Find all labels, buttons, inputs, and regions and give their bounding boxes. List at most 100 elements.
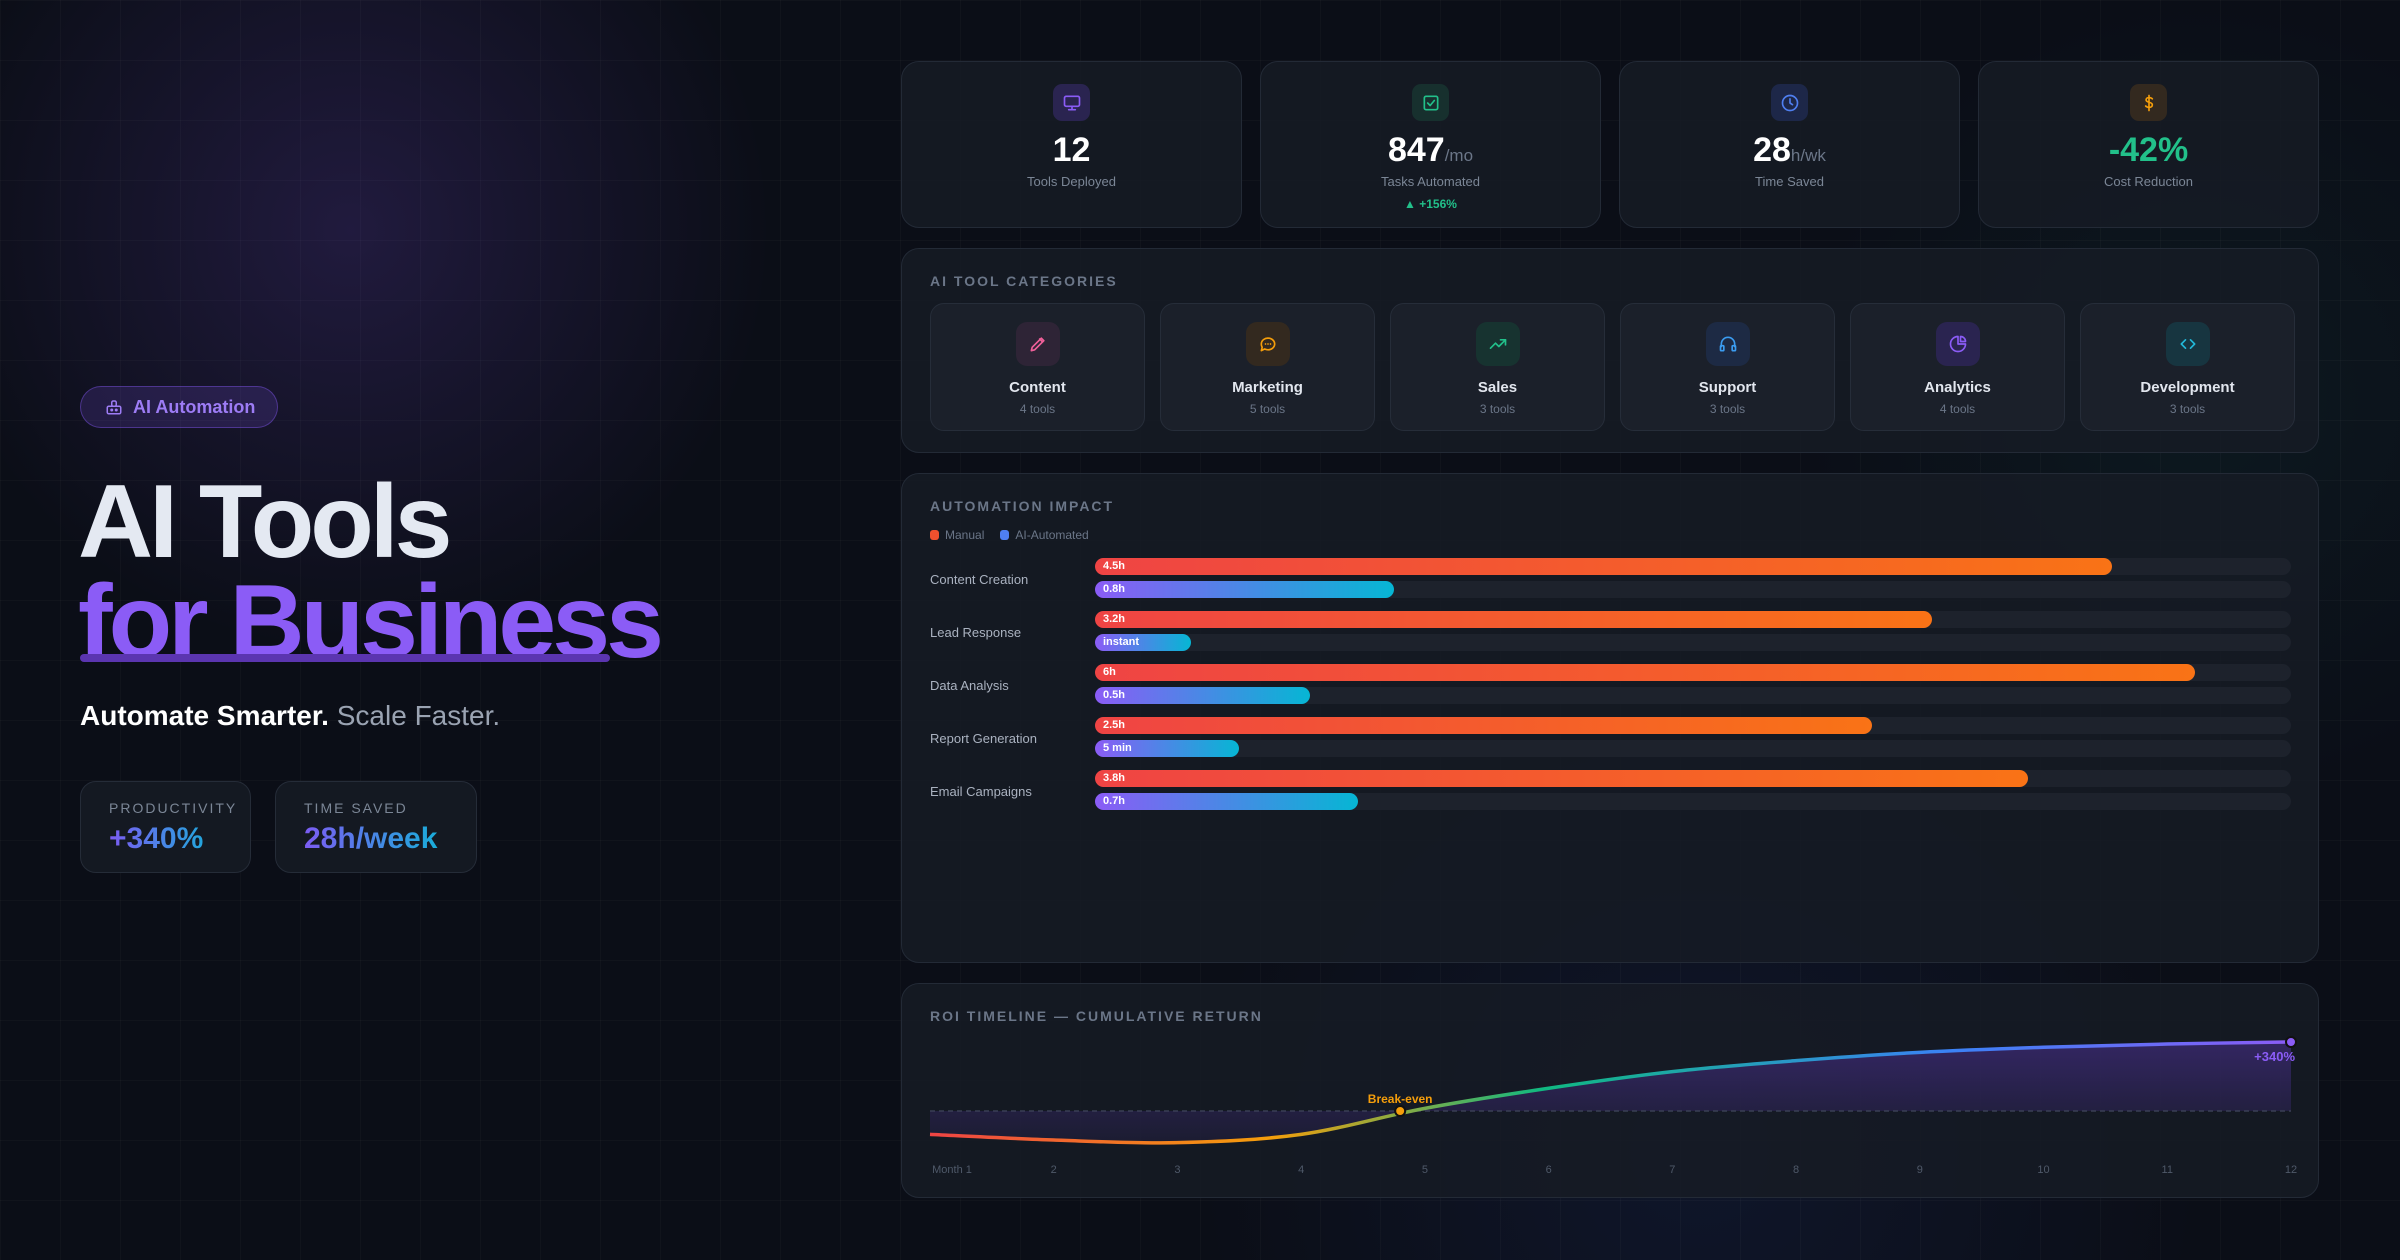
stat-value: 28h/week xyxy=(304,822,448,856)
category-card-content[interactable]: Content 4 tools xyxy=(930,303,1145,431)
time-saved-stat: TIME SAVED 28h/week xyxy=(275,781,477,873)
kpi-icon-box xyxy=(1412,84,1449,121)
x-tick-label: 11 xyxy=(2161,1164,2173,1176)
category-icon-box xyxy=(2165,322,2210,366)
ai-bar: 0.7h xyxy=(1095,793,1359,810)
chart-title: ROI TIMELINE — CUMULATIVE RETURN xyxy=(930,1008,1263,1024)
x-tick-label: 3 xyxy=(1174,1164,1181,1176)
kpi-value: 28h/wk xyxy=(1753,131,1826,169)
manual-bar: 4.5h xyxy=(1095,558,2112,575)
trend-up-icon xyxy=(1489,339,1506,349)
x-tick-label: 12 xyxy=(2284,1164,2298,1176)
kpi-value: -42% xyxy=(2108,131,2189,169)
category-card-sales[interactable]: Sales 3 tools xyxy=(1390,303,1605,431)
kpi-card: 12 Tools Deployed xyxy=(901,61,1242,228)
automation-impact-panel: AUTOMATION IMPACT Manual AI-Automated Co… xyxy=(901,473,2319,963)
hero-title-line1: AI Tools xyxy=(78,464,452,580)
manual-track: 3.2h xyxy=(1095,611,2291,628)
roi-chart: Break-even +340% xyxy=(929,1036,2297,1145)
category-count: 4 tools xyxy=(1939,402,1976,416)
roi-line xyxy=(929,1040,2292,1145)
row-label: Content Creation xyxy=(930,572,1029,587)
category-card-marketing[interactable]: Marketing 5 tools xyxy=(1160,303,1375,431)
section-title: AUTOMATION IMPACT xyxy=(930,498,1115,514)
ai-bar: 0.8h xyxy=(1095,581,1394,598)
category-count: 3 tools xyxy=(2169,402,2206,416)
category-icon-box xyxy=(1245,322,1290,366)
category-icon-box xyxy=(1705,322,1750,366)
end-point xyxy=(2285,1036,2297,1048)
legend-manual: Manual xyxy=(930,528,984,542)
row-label: Data Analysis xyxy=(930,678,1009,693)
ai-track: 0.7h xyxy=(1095,793,2291,810)
kpi-icon-box xyxy=(1053,84,1090,121)
row-label: Email Campaigns xyxy=(930,784,1032,799)
kpi-label: Tasks Automated xyxy=(1381,174,1480,189)
manual-bar: 2.5h xyxy=(1095,717,1873,734)
check-square-icon xyxy=(1423,95,1438,110)
ai-track: 0.8h xyxy=(1095,581,2291,598)
category-icon-box xyxy=(1475,322,1520,366)
x-tick-label: 7 xyxy=(1669,1164,1676,1176)
manual-bar: 3.2h xyxy=(1095,611,1933,628)
x-tick-label: 8 xyxy=(1793,1164,1800,1176)
manual-track: 2.5h xyxy=(1095,717,2291,734)
end-label: +340% xyxy=(2254,1049,2295,1064)
kpi-card: -42% Cost Reduction xyxy=(1978,61,2319,228)
category-card-analytics[interactable]: Analytics 4 tools xyxy=(1850,303,2065,431)
kpi-card: 847/mo Tasks Automated ▲ +156% xyxy=(1260,61,1601,228)
break-even-label: Break-even xyxy=(1368,1092,1433,1106)
kpi-trend: ▲ +156% xyxy=(1404,197,1457,211)
category-icon-box xyxy=(1935,322,1980,366)
section-title: AI TOOL CATEGORIES xyxy=(930,273,1118,289)
category-card-development[interactable]: Development 3 tools xyxy=(2080,303,2295,431)
category-count: 3 tools xyxy=(1709,402,1746,416)
kpi-icon-box xyxy=(1771,84,1808,121)
productivity-stat: PRODUCTIVITY +340% xyxy=(80,781,251,873)
category-badge: AI Automation xyxy=(80,386,278,428)
row-label: Report Generation xyxy=(930,731,1037,746)
monitor-icon xyxy=(1063,95,1080,110)
pen-icon xyxy=(1030,337,1045,352)
break-even-point xyxy=(1394,1105,1407,1117)
category-name: Marketing xyxy=(1232,379,1303,396)
badge-label: AI Automation xyxy=(133,396,256,417)
category-name: Support xyxy=(1698,379,1757,396)
x-tick-label: 9 xyxy=(1916,1164,1923,1176)
manual-bar: 3.8h xyxy=(1095,770,2028,787)
robot-icon xyxy=(106,400,122,415)
category-name: Content xyxy=(1009,379,1066,396)
clock-icon xyxy=(1781,94,1798,111)
impact-row: Data Analysis 6h 0.5h xyxy=(930,664,2291,710)
kpi-value: 12 xyxy=(1052,131,1091,169)
ai-track: 0.5h xyxy=(1095,687,2291,704)
x-tick-label: 10 xyxy=(2037,1164,2050,1176)
impact-row: Report Generation 2.5h 5 min xyxy=(930,717,2291,763)
row-label: Lead Response xyxy=(930,625,1022,640)
category-card-support[interactable]: Support 3 tools xyxy=(1620,303,1835,431)
kpi-label: Tools Deployed xyxy=(1027,174,1116,189)
title-underline xyxy=(80,654,610,662)
tagline-strong: Automate Smarter. xyxy=(80,700,329,731)
stat-value: +340% xyxy=(109,822,222,856)
category-icon-box xyxy=(1015,322,1060,366)
ai-bar: instant xyxy=(1095,634,1191,651)
kpi-value: 847/mo xyxy=(1387,131,1474,169)
categories-panel: AI TOOL CATEGORIES Content 4 tools Marke… xyxy=(901,248,2319,453)
code-icon xyxy=(2180,339,2195,349)
x-tick-label: 4 xyxy=(1298,1164,1305,1176)
category-count: 4 tools xyxy=(1019,402,1056,416)
roi-area xyxy=(930,1042,2291,1143)
roi-timeline-panel: ROI TIMELINE — CUMULATIVE RETURN Break-e… xyxy=(901,983,2319,1198)
kpi-card: 28h/wk Time Saved xyxy=(1619,61,1960,228)
manual-bar: 6h xyxy=(1095,664,2196,681)
category-name: Sales xyxy=(1477,379,1518,396)
ai-bar: 5 min xyxy=(1095,740,1239,757)
x-tick-label: 5 xyxy=(1421,1164,1428,1176)
kpi-label: Time Saved xyxy=(1755,174,1824,189)
x-tick-label: 6 xyxy=(1545,1164,1552,1176)
dollar-icon xyxy=(2144,94,2153,111)
kpi-label: Cost Reduction xyxy=(2104,174,2193,189)
impact-row: Content Creation 4.5h 0.8h xyxy=(930,558,2291,604)
legend-ai: AI-Automated xyxy=(1000,528,1089,542)
